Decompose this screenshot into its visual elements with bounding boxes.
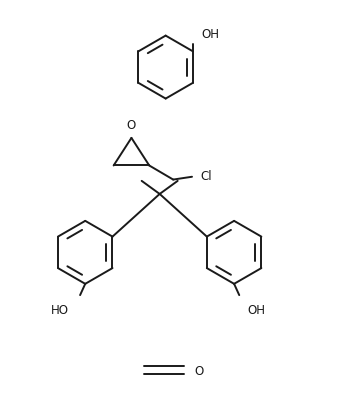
Text: OH: OH bbox=[201, 28, 219, 40]
Text: HO: HO bbox=[51, 303, 69, 316]
Text: OH: OH bbox=[247, 303, 265, 316]
Text: O: O bbox=[194, 364, 203, 377]
Text: O: O bbox=[127, 118, 136, 131]
Text: Cl: Cl bbox=[200, 170, 212, 183]
